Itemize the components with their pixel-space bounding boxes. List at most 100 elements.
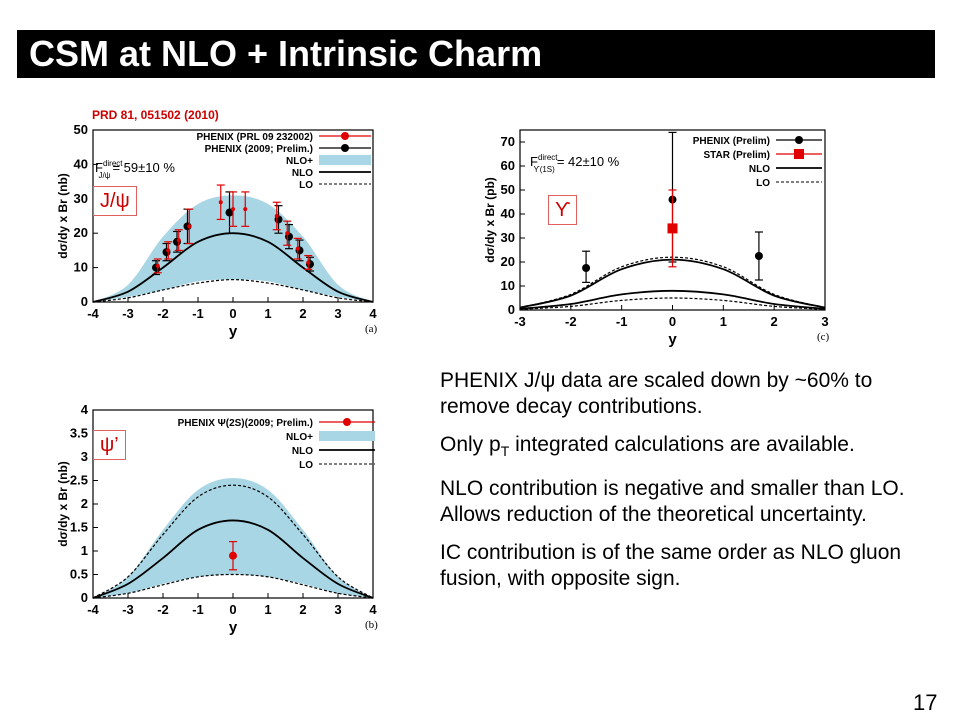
x-axis-label: y bbox=[229, 619, 238, 636]
x-tick-label: 1 bbox=[264, 602, 271, 617]
band-b bbox=[93, 478, 373, 598]
legend-label: NLO+ bbox=[286, 156, 313, 167]
x-tick-label: -3 bbox=[514, 314, 526, 329]
x-tick-label: -4 bbox=[87, 602, 99, 617]
data-point-1-9 bbox=[295, 246, 300, 251]
x-tick-label: 4 bbox=[369, 306, 377, 321]
curve-LO-4 bbox=[92, 279, 374, 303]
legend-marker bbox=[341, 144, 349, 152]
panel-label: (a) bbox=[365, 323, 378, 335]
x-axis-label: y bbox=[668, 331, 677, 348]
y-tick-label: 20 bbox=[501, 254, 515, 269]
plot-upsilon: -3 -2 -1 0 1 2 3 0 10 20 30 40 50 60 70 y dσ/dy x Br (pb… bbox=[480, 118, 845, 360]
reference-label: PRD 81, 051502 (2010) bbox=[92, 108, 219, 122]
plot-jpsi: -4 -3 -2 -1 0 1 2 3 4 0 10 20 30 40 50 y dσ/dy x Br (nb)… bbox=[55, 118, 385, 350]
x-tick-label: 3 bbox=[334, 306, 341, 321]
panel-label: (c) bbox=[817, 331, 830, 343]
data-point-1-0 bbox=[155, 263, 160, 268]
data-point-1-0 bbox=[667, 223, 678, 234]
data-point-1-2 bbox=[176, 238, 181, 243]
y-tick-label: 50 bbox=[501, 182, 515, 197]
fraction-annotation: Fdirect J/ψ= 59±10 % bbox=[95, 159, 175, 180]
data-point-0-0 bbox=[229, 551, 237, 560]
tag-upsilon: ϒ bbox=[548, 195, 578, 225]
legend-label: LO bbox=[299, 180, 313, 191]
legend-marker bbox=[343, 418, 351, 426]
bullet-1: PHENIX J/ψ data are scaled down by ~60% … bbox=[440, 369, 873, 418]
y-tick-label: 3 bbox=[81, 449, 88, 464]
y-tick-label: 10 bbox=[74, 260, 88, 275]
data-point-1-1 bbox=[166, 248, 171, 253]
legend-marker bbox=[795, 136, 803, 144]
y-tick-label: 50 bbox=[74, 122, 88, 137]
y-axis-label: dσ/dy x Br (pb) bbox=[483, 177, 497, 263]
y-tick-label: 1.5 bbox=[70, 520, 88, 535]
legend-label: LO bbox=[299, 460, 313, 471]
y-tick-label: 10 bbox=[501, 278, 515, 293]
data-point-1-6 bbox=[243, 207, 248, 212]
y-tick-label: 0.5 bbox=[70, 567, 88, 582]
plot-psi2s: -4 -3 -2 -1 0 1 2 3 4 0 0.5 1 1.5 2 2.5 3 3.5 4 y dσ/dy x B… bbox=[55, 398, 385, 640]
data-point-1-4 bbox=[218, 200, 223, 205]
legend-label: PHENIX (Prelim) bbox=[693, 136, 770, 147]
data-point-1-3 bbox=[187, 224, 192, 229]
x-tick-label: 3 bbox=[334, 602, 341, 617]
legend-swatch-band bbox=[319, 431, 375, 441]
band-a bbox=[93, 195, 373, 302]
data-point-1-8 bbox=[285, 231, 290, 236]
legend-label: PHENIX (2009; Prelim.) bbox=[205, 144, 313, 155]
x-tick-label: -1 bbox=[192, 602, 204, 617]
data-point-1-7 bbox=[274, 214, 279, 218]
tag-jpsi: J/ψ bbox=[93, 186, 137, 216]
y-tick-label: 2 bbox=[81, 496, 88, 511]
y-tick-label: 0 bbox=[81, 294, 88, 309]
tag-psi2s: ψ’ bbox=[93, 430, 126, 460]
bullet-2-text: integrated calculations are available. bbox=[515, 433, 855, 456]
x-tick-label: -4 bbox=[87, 306, 99, 321]
y-axis-label: dσ/dy x Br (nb) bbox=[56, 461, 70, 547]
y-tick-label: 3.5 bbox=[70, 426, 88, 441]
curve-LO-4 bbox=[92, 573, 374, 599]
legend-label: NLO bbox=[292, 446, 313, 457]
fraction-annotation: Fdirect ϒ(1S)= 42±10 % bbox=[530, 153, 620, 174]
x-tick-label: 2 bbox=[299, 306, 306, 321]
x-tick-label: 1 bbox=[264, 306, 271, 321]
x-tick-label: -2 bbox=[565, 314, 577, 329]
text-block: PHENIX J/ψ data are scaled down by ~60% … bbox=[440, 368, 940, 592]
data-point-1-10 bbox=[306, 260, 311, 265]
legend-label: PHENIX (PRL 09 232002) bbox=[196, 132, 313, 143]
plotB-svg: -4 -3 -2 -1 0 1 2 3 4 0 0.5 1 1.5 2 2.5 3 3.5 4 y dσ/dy x B… bbox=[56, 402, 378, 636]
bullet-2: Only pT integrated calculations are avai… bbox=[440, 432, 940, 464]
bullet-2-prefix: Only p bbox=[440, 433, 501, 456]
legend-label: PHENIX Ψ(2S)(2009; Prelim.) bbox=[178, 418, 313, 429]
y-axis-label: dσ/dy x Br (nb) bbox=[56, 173, 70, 259]
legend-marker bbox=[341, 132, 349, 140]
x-tick-label: 4 bbox=[369, 602, 377, 617]
y-tick-label: 40 bbox=[501, 206, 515, 221]
legend-label: NLO bbox=[292, 168, 313, 179]
slide-title: CSM at NLO + Intrinsic Charm bbox=[29, 33, 543, 74]
legend-label: NLO+ bbox=[286, 432, 313, 443]
y-tick-label: 0 bbox=[508, 302, 515, 317]
bullet-2-sub: T bbox=[500, 443, 510, 460]
legend-label: LO bbox=[756, 178, 770, 189]
y-tick-label: 70 bbox=[501, 134, 515, 149]
x-tick-label: -3 bbox=[122, 306, 134, 321]
bullet-3: NLO contribution is negative and smaller… bbox=[440, 477, 905, 527]
x-tick-label: -3 bbox=[122, 602, 134, 617]
y-tick-label: 30 bbox=[74, 191, 88, 206]
page-number: 17 bbox=[913, 690, 938, 715]
data-point-0-4 bbox=[225, 208, 234, 217]
x-tick-label: 2 bbox=[771, 314, 778, 329]
x-tick-label: 0 bbox=[669, 314, 676, 329]
legend-marker bbox=[794, 149, 804, 159]
legend-label: NLO bbox=[749, 164, 770, 175]
curve-NLO-3 bbox=[519, 289, 826, 310]
y-tick-label: 2.5 bbox=[70, 473, 88, 488]
x-tick-label: 3 bbox=[821, 314, 828, 329]
x-tick-label: 0 bbox=[229, 602, 236, 617]
curve-NLO-2 bbox=[92, 519, 374, 599]
x-axis-label: y bbox=[229, 323, 238, 340]
